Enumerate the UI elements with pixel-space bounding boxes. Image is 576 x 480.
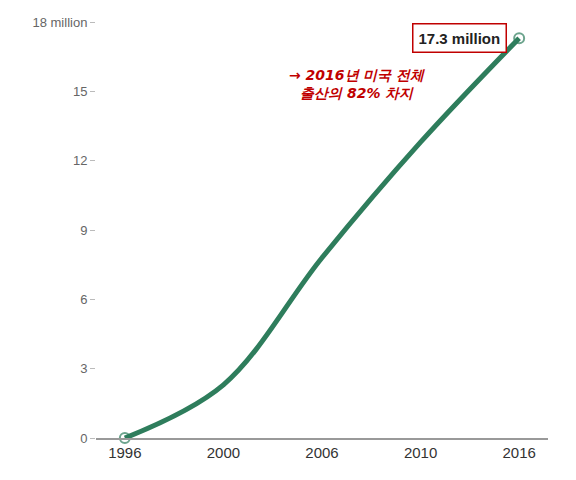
- svg-text:1996: 1996: [108, 444, 141, 461]
- svg-text:3: 3: [80, 361, 87, 376]
- svg-text:2000: 2000: [207, 444, 240, 461]
- svg-text:0: 0: [80, 431, 87, 446]
- svg-text:2006: 2006: [305, 444, 338, 461]
- svg-text:9: 9: [80, 223, 87, 238]
- svg-text:12: 12: [73, 153, 87, 168]
- svg-text:18 million: 18 million: [32, 15, 87, 30]
- svg-text:6: 6: [80, 292, 87, 307]
- svg-text:2016: 2016: [502, 444, 535, 461]
- svg-text:→ 2016년 미국 전체출산의 82% 차지: → 2016년 미국 전체출산의 82% 차지: [289, 67, 425, 101]
- svg-text:2010: 2010: [404, 444, 437, 461]
- svg-text:17.3 million: 17.3 million: [419, 30, 501, 47]
- svg-text:15: 15: [73, 84, 87, 99]
